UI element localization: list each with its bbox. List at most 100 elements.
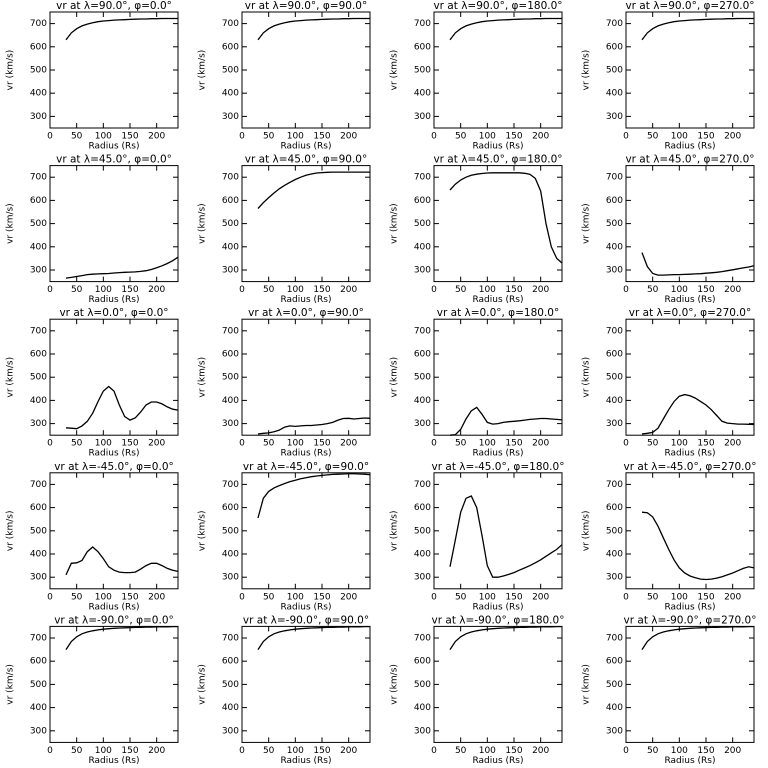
x-axis-label: Radius (Rs): [88, 142, 139, 152]
data-line: [65, 256, 179, 279]
y-tick-label: 500: [30, 680, 47, 690]
y-axis-label: vr (km/s): [390, 50, 400, 91]
y-tick-label: 500: [222, 373, 239, 383]
y-tick-label: 500: [30, 219, 47, 229]
x-tick-label: 100: [479, 439, 496, 449]
y-tick-label: 400: [30, 242, 47, 252]
chart-title: vr at λ=-45.0°, φ=0.0°: [54, 461, 174, 473]
x-tick-label: 200: [724, 746, 741, 756]
chart-title: vr at λ=45.0°, φ=90.0°: [245, 154, 367, 166]
x-tick-label: 0: [431, 439, 437, 449]
plot-frame: [433, 318, 563, 436]
x-axis-label: Radius (Rs): [280, 449, 331, 459]
x-tick-label: 50: [647, 592, 659, 602]
x-tick-label: 150: [121, 132, 138, 142]
y-tick-label: 300: [30, 419, 47, 429]
y-tick-label: 700: [606, 634, 623, 644]
data-line: [641, 511, 755, 581]
y-tick-label: 500: [30, 66, 47, 76]
y-tick-label: 400: [30, 703, 47, 713]
x-tick-label: 100: [671, 439, 688, 449]
y-tick-label: 500: [222, 66, 239, 76]
y-tick-label: 700: [414, 19, 431, 29]
data-line: [257, 473, 371, 519]
y-tick-label: 300: [606, 573, 623, 583]
x-tick-label: 0: [431, 592, 437, 602]
data-line: [641, 393, 755, 435]
x-axis-label: Radius (Rs): [664, 449, 715, 459]
y-axis-label: vr (km/s): [582, 510, 592, 551]
x-tick-label: 200: [340, 746, 357, 756]
y-tick-label: 600: [222, 42, 239, 52]
chart-title: vr at λ=45.0°, φ=180.0°: [433, 154, 562, 166]
data-line: [257, 171, 370, 209]
x-tick-label: 50: [647, 439, 659, 449]
x-tick-label: 0: [47, 132, 53, 142]
x-tick-label: 150: [505, 592, 522, 602]
x-tick-label: 50: [647, 132, 659, 142]
y-tick-label: 300: [606, 266, 623, 276]
y-tick-label: 400: [414, 396, 431, 406]
x-tick-label: 50: [71, 439, 83, 449]
y-tick-label: 700: [414, 480, 431, 490]
plot-frame: [49, 472, 179, 590]
y-tick-label: 300: [30, 573, 47, 583]
x-axis-label: Radius (Rs): [472, 449, 523, 459]
x-tick-label: 200: [340, 132, 357, 142]
y-tick-label: 300: [606, 726, 623, 736]
chart-title: vr at λ=90.0°, φ=90.0°: [245, 0, 367, 12]
y-tick-label: 700: [414, 634, 431, 644]
y-tick-label: 300: [30, 112, 47, 122]
y-tick-label: 300: [30, 726, 47, 736]
chart-title: vr at λ=-90.0°, φ=90.0°: [243, 614, 369, 626]
plot-frame: [241, 472, 371, 590]
x-tick-label: 100: [287, 592, 304, 602]
plot-frame: [49, 165, 179, 283]
x-tick-label: 0: [47, 285, 53, 295]
x-tick-label: 150: [313, 592, 330, 602]
y-tick-label: 400: [222, 242, 239, 252]
x-tick-label: 50: [263, 746, 275, 756]
x-tick-label: 50: [71, 285, 83, 295]
chart-title: vr at λ=45.0°, φ=270.0°: [625, 154, 754, 166]
y-axis-label: vr (km/s): [198, 203, 208, 244]
y-axis-label: vr (km/s): [198, 664, 208, 705]
y-tick-label: 700: [222, 19, 239, 29]
y-tick-label: 300: [414, 726, 431, 736]
y-tick-label: 600: [606, 350, 623, 360]
y-tick-label: 300: [222, 266, 239, 276]
y-tick-label: 400: [414, 89, 431, 99]
chart-title: vr at λ=0.0°, φ=270.0°: [629, 307, 751, 319]
x-tick-label: 100: [287, 746, 304, 756]
y-axis-label: vr (km/s): [198, 50, 208, 91]
x-tick-label: 200: [148, 592, 165, 602]
y-tick-label: 700: [606, 173, 623, 183]
y-tick-label: 400: [222, 550, 239, 560]
x-tick-label: 0: [623, 439, 629, 449]
data-line: [449, 625, 562, 650]
x-axis-label: Radius (Rs): [88, 602, 139, 612]
x-tick-label: 0: [239, 439, 245, 449]
y-tick-label: 300: [414, 112, 431, 122]
y-tick-label: 300: [606, 419, 623, 429]
x-tick-label: 150: [505, 132, 522, 142]
x-axis-label: Radius (Rs): [280, 142, 331, 152]
y-tick-label: 500: [30, 373, 47, 383]
y-axis-label: vr (km/s): [6, 203, 16, 244]
x-tick-label: 100: [287, 439, 304, 449]
x-tick-label: 100: [671, 746, 688, 756]
y-tick-label: 700: [414, 326, 431, 336]
chart-title: vr at λ=0.0°, φ=0.0°: [59, 307, 168, 319]
chart-title: vr at λ=45.0°, φ=0.0°: [56, 154, 172, 166]
x-tick-label: 150: [697, 746, 714, 756]
y-tick-label: 400: [606, 242, 623, 252]
x-tick-label: 100: [95, 285, 112, 295]
data-line: [65, 385, 179, 430]
plot-frame: [433, 11, 563, 129]
x-tick-label: 200: [724, 285, 741, 295]
plot-frame: [241, 11, 371, 129]
y-tick-label: 600: [30, 42, 47, 52]
chart-title: vr at λ=90.0°, φ=180.0°: [433, 0, 562, 12]
y-tick-label: 500: [606, 219, 623, 229]
chart-title: vr at λ=90.0°, φ=0.0°: [56, 0, 172, 12]
